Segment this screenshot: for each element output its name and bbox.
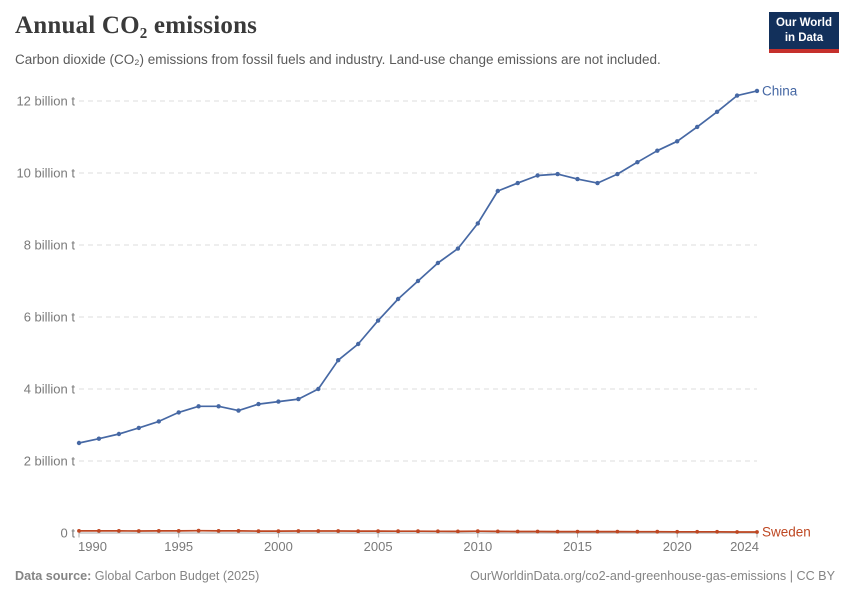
- data-point-sweden-2000[interactable]: [276, 529, 281, 533]
- data-point-china-2023[interactable]: [734, 93, 740, 98]
- data-point-china-2017[interactable]: [615, 171, 620, 177]
- data-point-china-2010[interactable]: [475, 221, 480, 226]
- data-point-china-2014[interactable]: [555, 171, 560, 177]
- data-point-china-1998[interactable]: [236, 408, 241, 413]
- data-point-china-2006[interactable]: [395, 296, 401, 302]
- x-tick-label: 1995: [164, 539, 193, 554]
- data-point-china-1991[interactable]: [96, 436, 102, 441]
- chart-url-link[interactable]: OurWorldinData.org/co2-and-greenhouse-ga…: [470, 569, 835, 583]
- data-point-sweden-2004[interactable]: [356, 529, 361, 533]
- data-point-sweden-2018[interactable]: [635, 529, 640, 534]
- data-point-china-2009[interactable]: [455, 246, 461, 251]
- data-point-china-2020[interactable]: [675, 139, 680, 144]
- data-point-sweden-1991[interactable]: [97, 529, 101, 533]
- data-source: Data source: Global Carbon Budget (2025): [15, 569, 259, 583]
- data-point-china-2022[interactable]: [714, 109, 720, 114]
- data-point-sweden-2006[interactable]: [396, 529, 400, 534]
- data-point-sweden-2005[interactable]: [376, 529, 380, 533]
- data-point-china-2001[interactable]: [296, 396, 301, 402]
- data-point-sweden-1995[interactable]: [176, 529, 181, 533]
- y-tick-label: 8 billion t: [24, 238, 76, 253]
- data-point-sweden-2013[interactable]: [535, 529, 540, 534]
- data-point-sweden-1992[interactable]: [117, 529, 121, 533]
- x-tick-label: 2020: [663, 539, 692, 554]
- data-point-sweden-1990[interactable]: [77, 529, 81, 533]
- line-chart-canvas[interactable]: 0 t 2 billion t 4 billion t 6 billion t 8 bi…: [0, 85, 850, 560]
- x-tick-label: 2000: [264, 539, 293, 554]
- data-point-sweden-2024[interactable]: [755, 530, 759, 534]
- data-point-sweden-2009[interactable]: [456, 529, 460, 534]
- data-point-sweden-2001[interactable]: [296, 529, 301, 533]
- page-title: Annual CO₂ emissions: [15, 12, 258, 39]
- series-line-china[interactable]: [78, 90, 758, 444]
- data-point-sweden-2014[interactable]: [555, 529, 560, 534]
- data-point-china-2002[interactable]: [316, 386, 321, 392]
- data-source-value: Global Carbon Budget (2025): [94, 569, 260, 583]
- data-point-china-1990[interactable]: [76, 440, 82, 446]
- data-point-china-2012[interactable]: [515, 180, 520, 186]
- x-tick-label: 1990: [78, 539, 107, 554]
- data-point-sweden-1996[interactable]: [196, 528, 201, 533]
- data-point-sweden-2020[interactable]: [675, 529, 680, 534]
- data-point-china-1999[interactable]: [256, 401, 261, 407]
- x-tick-label: 2024: [730, 539, 759, 554]
- data-point-china-2019[interactable]: [655, 148, 660, 153]
- data-point-china-2007[interactable]: [415, 278, 421, 284]
- data-point-china-2013[interactable]: [535, 173, 540, 178]
- chart-subtitle: Carbon dioxide (CO₂) emissions from foss…: [15, 52, 661, 67]
- data-point-china-2024[interactable]: [754, 88, 760, 94]
- data-point-sweden-2019[interactable]: [655, 529, 660, 534]
- owid-logo: Our World in Data: [768, 12, 839, 53]
- y-tick-label: 4 billion t: [24, 382, 76, 397]
- data-point-china-2011[interactable]: [495, 188, 500, 194]
- y-tick-label: 6 billion t: [24, 310, 76, 325]
- series-label-china: China: [762, 85, 798, 98]
- owid-logo-line1: Our World: [775, 17, 832, 29]
- data-point-sweden-2008[interactable]: [436, 529, 440, 534]
- data-point-china-1993[interactable]: [136, 425, 141, 431]
- x-tick-label: 2010: [463, 539, 492, 554]
- data-point-sweden-2003[interactable]: [336, 529, 341, 533]
- data-point-sweden-2016[interactable]: [595, 529, 600, 534]
- data-point-sweden-2021[interactable]: [695, 529, 700, 534]
- data-point-sweden-2011[interactable]: [495, 529, 500, 534]
- data-point-sweden-2023[interactable]: [735, 530, 739, 534]
- data-point-china-2003[interactable]: [336, 358, 341, 363]
- data-point-sweden-1998[interactable]: [236, 529, 241, 533]
- x-tick-label: 2015: [563, 539, 592, 554]
- series-label-sweden: Sweden: [762, 524, 811, 539]
- data-point-sweden-2012[interactable]: [515, 529, 520, 534]
- data-point-sweden-1994[interactable]: [156, 529, 161, 533]
- x-tick-label: 2005: [364, 539, 393, 554]
- data-source-label: Data source:: [15, 569, 92, 583]
- y-tick-label: 12 billion t: [16, 94, 75, 109]
- data-point-sweden-2007[interactable]: [416, 529, 420, 534]
- data-point-china-1996[interactable]: [196, 404, 201, 409]
- data-point-sweden-2010[interactable]: [475, 529, 480, 534]
- data-point-sweden-1999[interactable]: [256, 529, 261, 533]
- data-point-sweden-1993[interactable]: [136, 529, 141, 533]
- data-point-china-1997[interactable]: [216, 404, 221, 409]
- owid-logo-line2: in Data: [784, 31, 824, 44]
- data-point-china-1992[interactable]: [116, 431, 122, 437]
- data-point-sweden-2022[interactable]: [715, 529, 719, 534]
- y-tick-label: 2 billion t: [24, 454, 76, 469]
- data-point-china-2000[interactable]: [276, 399, 281, 404]
- data-point-sweden-2002[interactable]: [316, 529, 321, 533]
- data-point-china-2015[interactable]: [575, 176, 580, 182]
- data-point-china-2004[interactable]: [356, 341, 361, 347]
- data-point-sweden-2017[interactable]: [615, 529, 620, 534]
- data-point-china-2021[interactable]: [695, 124, 700, 130]
- data-point-china-2005[interactable]: [375, 318, 381, 323]
- y-tick-label: 10 billion t: [16, 166, 75, 181]
- data-point-china-1995[interactable]: [176, 410, 181, 415]
- data-point-sweden-1997[interactable]: [216, 529, 221, 533]
- data-point-sweden-2015[interactable]: [575, 529, 580, 534]
- y-tick-label: 0 t: [61, 526, 76, 541]
- data-point-china-2008[interactable]: [435, 260, 441, 266]
- data-point-china-2016[interactable]: [595, 180, 600, 186]
- data-point-china-2018[interactable]: [635, 160, 640, 165]
- data-point-china-1994[interactable]: [156, 419, 161, 424]
